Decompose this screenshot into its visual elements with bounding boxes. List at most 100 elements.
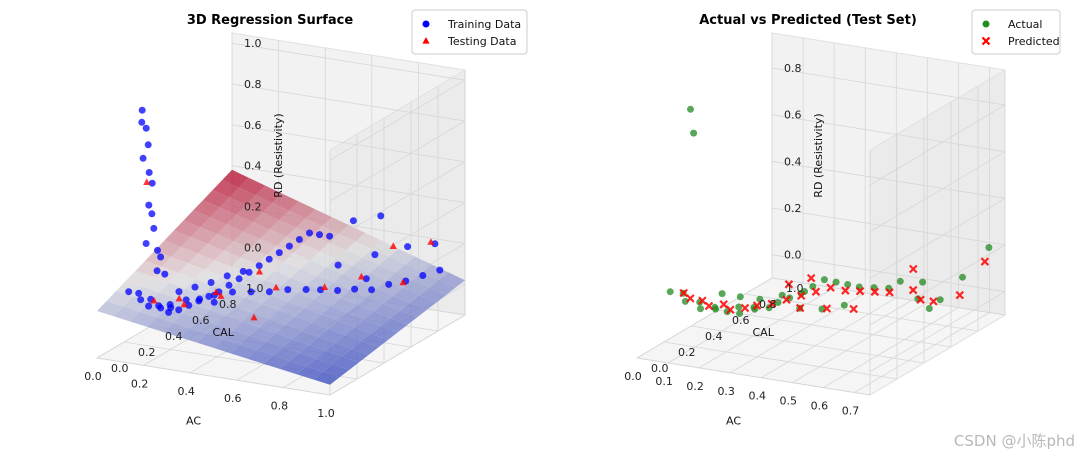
legend-label: Testing Data [447, 35, 516, 48]
grid-line-z-side [869, 291, 1006, 373]
watermark-text: CSDN @小陈phd [954, 432, 1075, 450]
data-point [165, 308, 173, 316]
surface-patch [275, 324, 302, 340]
data-point [125, 288, 133, 296]
grid-line-y-floor [744, 293, 979, 332]
y-axis-label: CAL [753, 326, 775, 339]
data-point [153, 267, 161, 275]
data-point [302, 286, 310, 293]
surface-patch [350, 281, 377, 297]
surface-patch [429, 280, 456, 296]
data-point [145, 201, 153, 209]
data-point [154, 246, 161, 254]
surface-patch [295, 218, 323, 236]
grid-line-y-floor [717, 309, 952, 348]
data-point [285, 242, 293, 250]
data-point [885, 288, 894, 297]
surface-patch [204, 260, 232, 277]
surface-patch [302, 322, 329, 337]
z-tick-label: 0.4 [784, 155, 802, 168]
x-tick-label: 1.0 [317, 407, 335, 420]
chart-title: 3D Regression Surface [187, 13, 354, 28]
data-point [135, 289, 143, 297]
x-tick-label: 0.0 [84, 370, 102, 383]
data-point [936, 296, 944, 304]
surface-patch [388, 248, 416, 265]
surface-patch [224, 241, 251, 258]
surface-patch [264, 270, 291, 287]
grid-line-z-side [869, 197, 1006, 279]
surface-patch [174, 220, 201, 238]
data-point [371, 251, 379, 259]
surface-patch [261, 295, 288, 311]
surface-patch [340, 289, 367, 305]
legend-box [971, 9, 1061, 55]
data-point [841, 286, 850, 295]
surface-patch [288, 293, 315, 308]
data-point [320, 283, 329, 290]
data-point [150, 224, 158, 232]
z-tick-label: 0.8 [784, 62, 802, 75]
data-point [419, 272, 427, 279]
surface-patch [335, 335, 362, 349]
data-point [686, 294, 695, 303]
surface-patch [355, 232, 382, 250]
surface-patch [323, 364, 350, 378]
surface-patch [412, 272, 439, 288]
grid-line-x-floor [636, 277, 773, 359]
surface-patch [199, 309, 226, 325]
data-point [712, 305, 720, 313]
surface-patch [311, 314, 338, 329]
data-point [157, 304, 165, 312]
surface-patch [250, 238, 277, 255]
data-point [250, 313, 258, 321]
surface-patch [259, 318, 286, 334]
surface-patch [364, 311, 391, 326]
surface-patch [255, 185, 282, 203]
y-axis-label: CAL [213, 326, 235, 339]
surface-patch [361, 333, 388, 348]
legend-box [411, 9, 528, 55]
data-point [377, 212, 385, 220]
surface-patch [125, 270, 153, 287]
x-tick-label: 0.5 [780, 395, 798, 408]
surface-patch [304, 299, 331, 315]
grid-line-y-floor [690, 325, 925, 364]
surface-patch [216, 315, 243, 331]
data-point [925, 305, 933, 312]
data-point [362, 275, 370, 283]
surface-patch [369, 265, 396, 281]
data-point [909, 264, 918, 274]
surface-patch [195, 269, 222, 286]
grid-line-z-back [231, 83, 466, 122]
data-point [166, 301, 174, 308]
x-tick-label: 0.2 [686, 380, 704, 393]
surface-patch [309, 251, 337, 268]
data-point [436, 266, 444, 274]
surface-patch [223, 330, 250, 345]
data-point [180, 300, 188, 308]
surface-patch [217, 224, 244, 242]
surface-patch [173, 313, 200, 329]
surface-patch [330, 298, 358, 313]
data-point [275, 249, 283, 257]
surface-patch [239, 177, 266, 196]
x-tick-label: 0.4 [177, 385, 195, 398]
z-tick-label: 0.0 [244, 241, 262, 254]
data-point [782, 295, 791, 305]
surface-patch [230, 344, 257, 359]
surface-patch [336, 250, 363, 266]
data-point [357, 272, 365, 280]
data-point [980, 257, 990, 266]
surface-patch [193, 200, 220, 218]
data-point [145, 302, 153, 310]
data-point [844, 281, 852, 288]
surface-patch [300, 260, 327, 276]
surface-patch [307, 275, 334, 292]
data-point [148, 179, 156, 187]
surface-patch [272, 193, 299, 211]
grid-line-z-side [329, 120, 466, 202]
x-tick-label: 0.6 [811, 400, 829, 413]
surface-patch [342, 348, 369, 363]
y-tick-label: 0.2 [678, 346, 696, 359]
